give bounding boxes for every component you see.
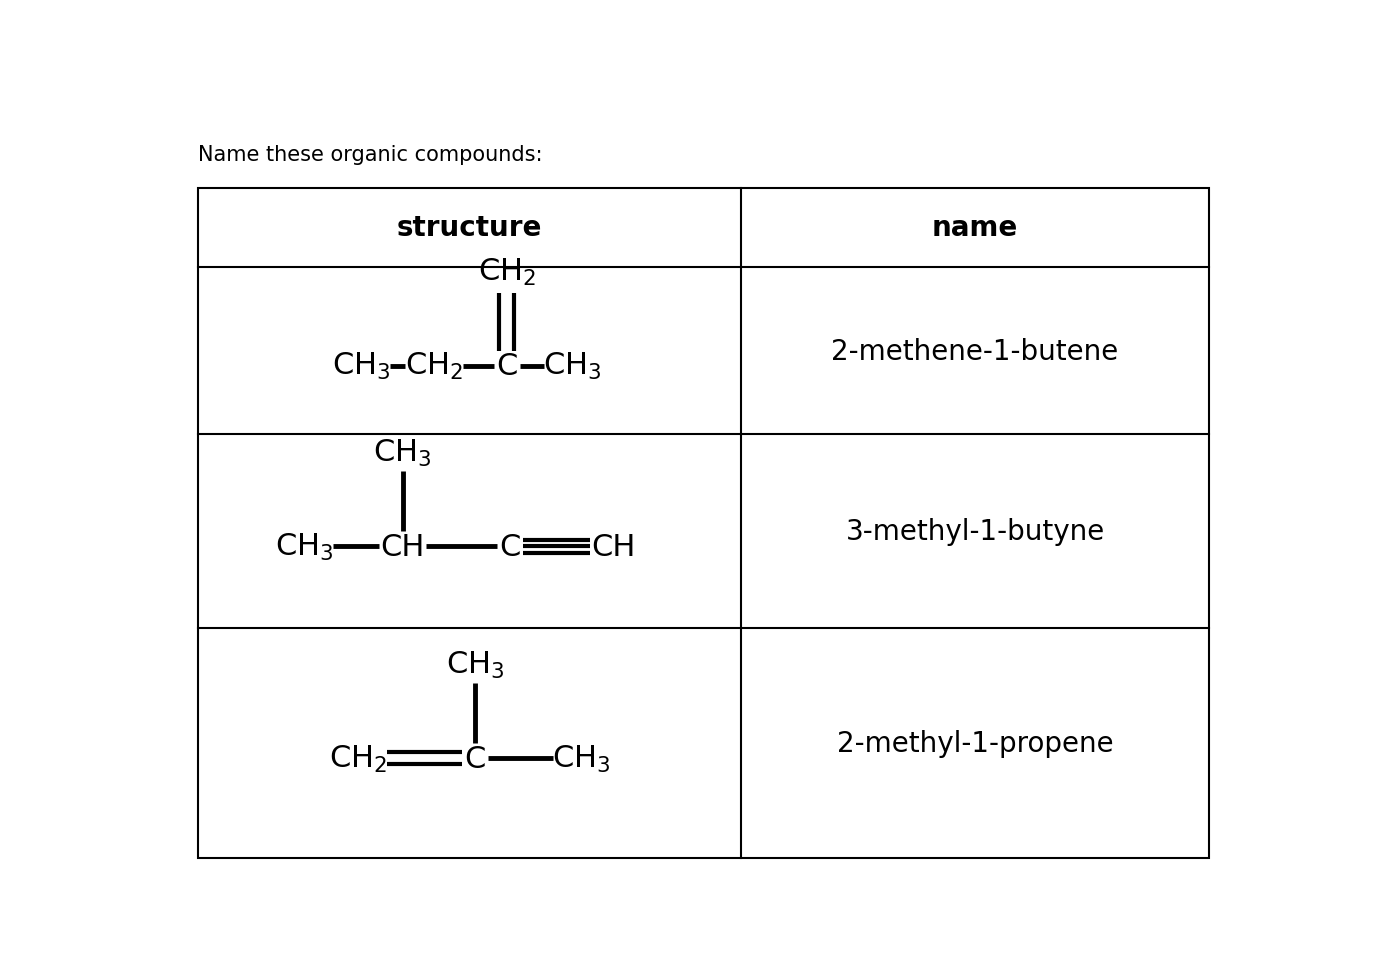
Text: Name these organic compounds:: Name these organic compounds:: [198, 145, 542, 165]
Text: CH$_3$: CH$_3$: [276, 531, 334, 563]
Text: CH$_3$: CH$_3$: [373, 438, 431, 468]
Text: CH$_3$: CH$_3$: [446, 649, 504, 680]
Text: name: name: [932, 214, 1019, 242]
Text: CH: CH: [380, 532, 424, 561]
Text: CH$_2$: CH$_2$: [478, 257, 535, 288]
Text: CH$_2$: CH$_2$: [405, 351, 463, 382]
Text: 2-methene-1-butene: 2-methene-1-butene: [832, 337, 1119, 365]
Text: 2-methyl-1-propene: 2-methyl-1-propene: [836, 730, 1114, 757]
Text: CH: CH: [590, 532, 636, 561]
Text: CH$_3$: CH$_3$: [332, 351, 391, 382]
Text: CH$_2$: CH$_2$: [328, 743, 387, 774]
Text: structure: structure: [397, 214, 542, 242]
Text: C: C: [464, 744, 486, 773]
Text: 3-methyl-1-butyne: 3-methyl-1-butyne: [846, 518, 1105, 546]
Text: C: C: [500, 532, 520, 561]
Text: CH$_3$: CH$_3$: [552, 743, 611, 774]
Text: C: C: [496, 352, 518, 381]
Text: CH$_3$: CH$_3$: [544, 351, 601, 382]
